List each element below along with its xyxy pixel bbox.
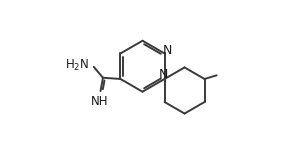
Text: N: N bbox=[159, 68, 168, 81]
Text: H$_2$N: H$_2$N bbox=[65, 58, 89, 73]
Text: NH: NH bbox=[91, 95, 108, 108]
Text: N: N bbox=[163, 44, 172, 57]
